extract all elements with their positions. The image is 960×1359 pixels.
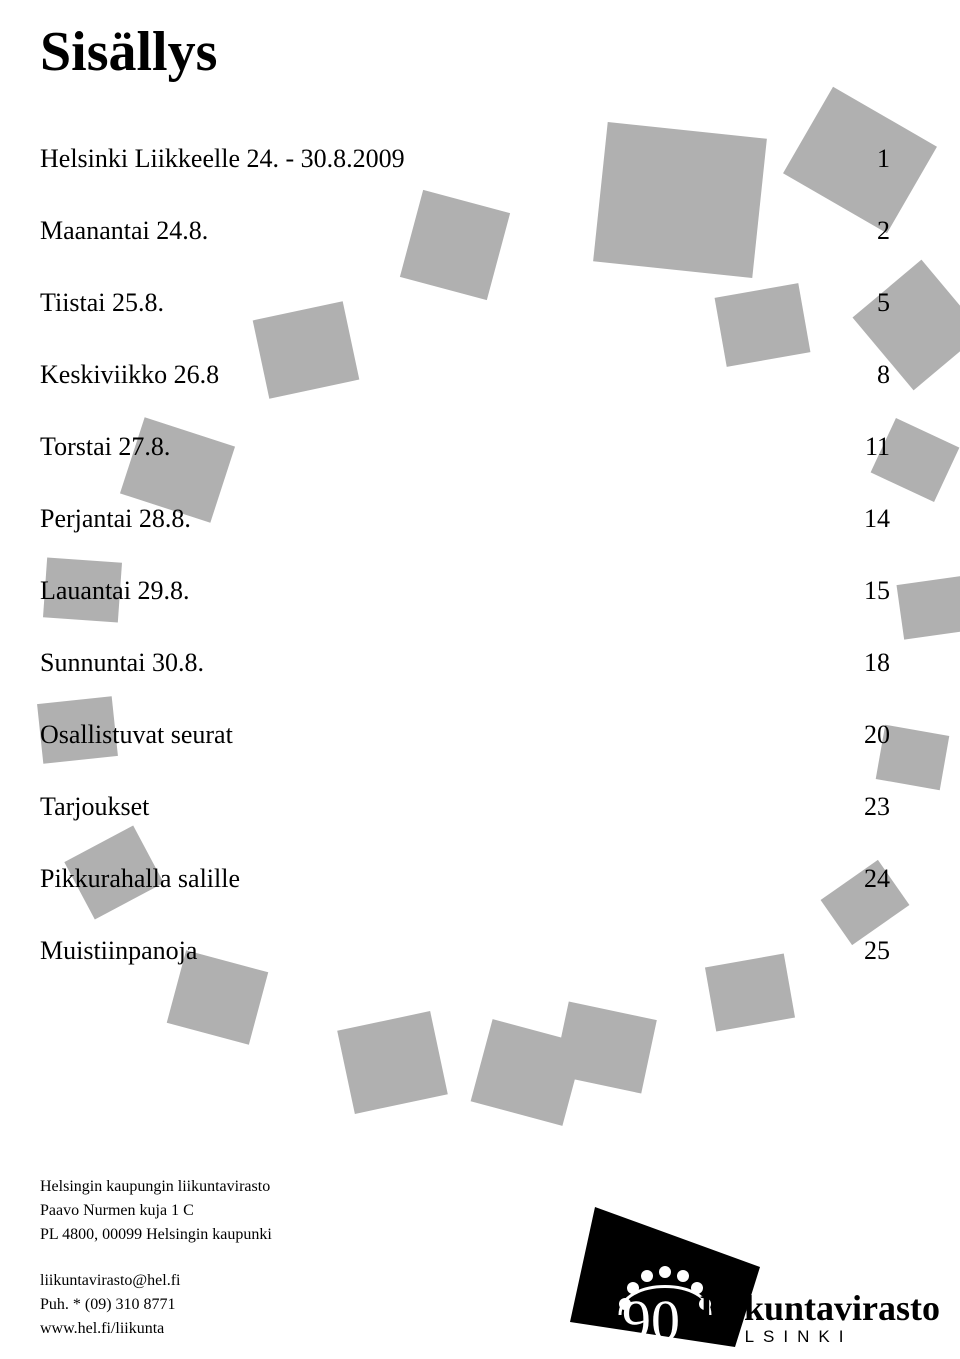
- toc-row: Torstai 27.8. 11: [40, 432, 920, 462]
- footer-phone: Puh. * (09) 310 8771: [40, 1293, 272, 1317]
- toc-row: Maanantai 24.8. 2: [40, 216, 920, 246]
- toc-page: 11: [865, 432, 920, 462]
- toc-label: Torstai 27.8.: [40, 432, 170, 462]
- logo-sub-text: HELSINKI: [703, 1327, 940, 1347]
- logo-main-text: Liikuntavirasto: [700, 1287, 940, 1329]
- toc-label: Perjantai 28.8.: [40, 504, 191, 534]
- toc-row: Pikkurahalla salille 24: [40, 864, 920, 894]
- toc-page: 8: [877, 360, 920, 390]
- toc-label: Tiistai 25.8.: [40, 288, 164, 318]
- toc-row: Keskiviikko 26.8 8: [40, 360, 920, 390]
- toc-page: 14: [864, 504, 920, 534]
- logo: 90 Liikuntavirasto HELSINKI: [570, 1177, 940, 1347]
- toc-page: 5: [877, 288, 920, 318]
- toc-row: Osallistuvat seurat 20: [40, 720, 920, 750]
- toc-row: Sunnuntai 30.8. 18: [40, 648, 920, 678]
- toc-row: Lauantai 29.8. 15: [40, 576, 920, 606]
- toc-row: Tiistai 25.8. 5: [40, 288, 920, 318]
- toc-page: 23: [864, 792, 920, 822]
- footer: Helsingin kaupungin liikuntavirasto Paav…: [40, 1175, 272, 1341]
- toc-page: 2: [877, 216, 920, 246]
- toc-label: Sunnuntai 30.8.: [40, 648, 204, 678]
- footer-web: www.hel.fi/liikunta: [40, 1317, 272, 1341]
- toc-label: Lauantai 29.8.: [40, 576, 189, 606]
- toc-page: 25: [864, 936, 920, 966]
- toc-row: Perjantai 28.8. 14: [40, 504, 920, 534]
- toc-label: Keskiviikko 26.8: [40, 360, 219, 390]
- toc-row: Muistiinpanoja 25: [40, 936, 920, 966]
- footer-addr1: Paavo Nurmen kuja 1 C: [40, 1199, 272, 1223]
- toc-label: Osallistuvat seurat: [40, 720, 233, 750]
- toc-label: Tarjoukset: [40, 792, 149, 822]
- toc-label: Maanantai 24.8.: [40, 216, 208, 246]
- footer-addr2: PL 4800, 00099 Helsingin kaupunki: [40, 1223, 272, 1247]
- toc-page: 20: [864, 720, 920, 750]
- page-title: Sisällys: [40, 20, 920, 84]
- toc-label: Muistiinpanoja: [40, 936, 197, 966]
- toc-label: Pikkurahalla salille: [40, 864, 240, 894]
- table-of-contents: Helsinki Liikkeelle 24. - 30.8.2009 1 Ma…: [40, 144, 920, 966]
- toc-row: Tarjoukset 23: [40, 792, 920, 822]
- decor-shape: [337, 1011, 448, 1114]
- footer-org: Helsingin kaupungin liikuntavirasto: [40, 1175, 272, 1199]
- toc-page: 1: [877, 144, 920, 174]
- toc-page: 18: [864, 648, 920, 678]
- toc-row: Helsinki Liikkeelle 24. - 30.8.2009 1: [40, 144, 920, 174]
- footer-email: liikuntavirasto@hel.fi: [40, 1269, 272, 1293]
- toc-label: Helsinki Liikkeelle 24. - 30.8.2009: [40, 144, 405, 174]
- toc-page: 15: [864, 576, 920, 606]
- toc-page: 24: [864, 864, 920, 894]
